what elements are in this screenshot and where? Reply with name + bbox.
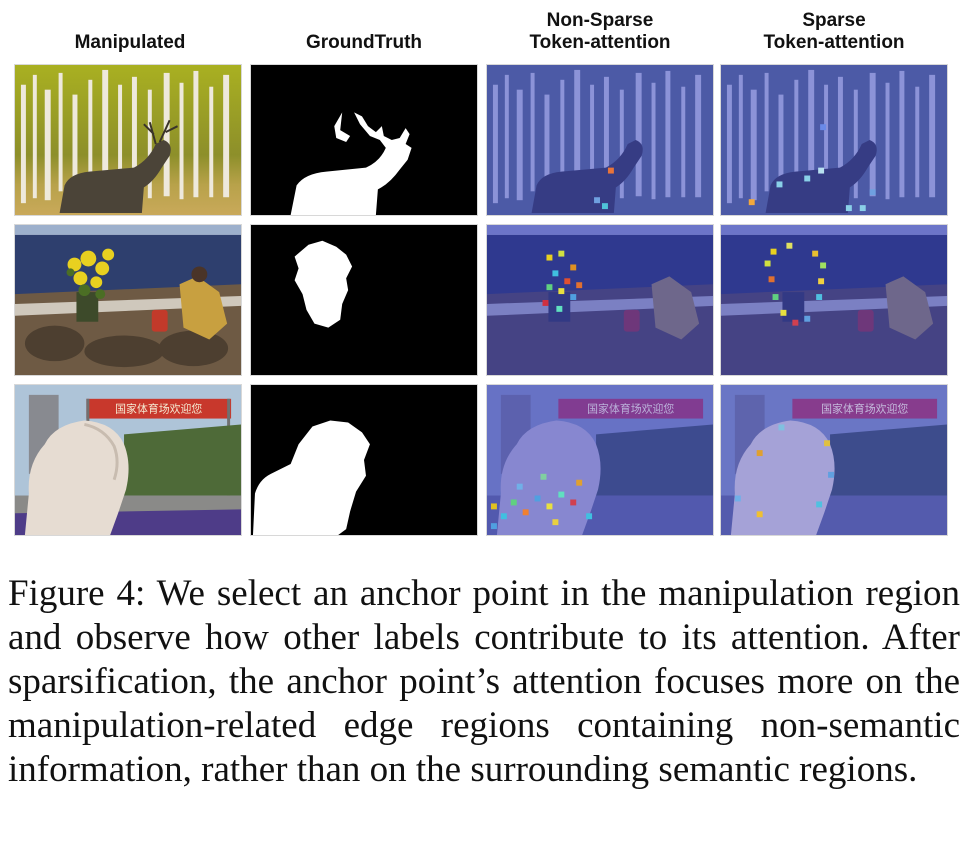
image-lion-manipulated: 国家体育场欢迎您 xyxy=(14,384,242,536)
mask-lion-groundtruth xyxy=(250,384,478,536)
attention-lion-non-sparse: 国家体育场欢迎您 xyxy=(486,384,714,536)
attention-elk-sparse xyxy=(720,64,948,216)
attention-boat-sparse xyxy=(720,224,948,376)
column-header-manipulated: Manipulated xyxy=(74,32,186,53)
attention-boat-non-sparse xyxy=(486,224,714,376)
mask-boat-groundtruth xyxy=(250,224,478,376)
mask-elk-groundtruth xyxy=(250,64,478,216)
banner-text-non-sparse: 国家体育场欢迎您 xyxy=(587,402,674,416)
attention-elk-non-sparse xyxy=(486,64,714,216)
banner-text: 国家体育场欢迎您 xyxy=(115,402,202,416)
image-boat-manipulated xyxy=(14,224,242,376)
attention-lion-sparse: 国家体育场欢迎您 xyxy=(720,384,948,536)
banner-text-sparse: 国家体育场欢迎您 xyxy=(821,402,908,416)
image-elk-manipulated xyxy=(14,64,242,216)
figure-caption: Figure 4: We select an anchor point in t… xyxy=(8,573,960,790)
column-header-groundtruth: GroundTruth xyxy=(305,32,423,53)
column-header-sparse: Sparse Token-attention xyxy=(763,10,905,53)
column-header-non-sparse: Non-Sparse Token-attention xyxy=(529,10,671,53)
